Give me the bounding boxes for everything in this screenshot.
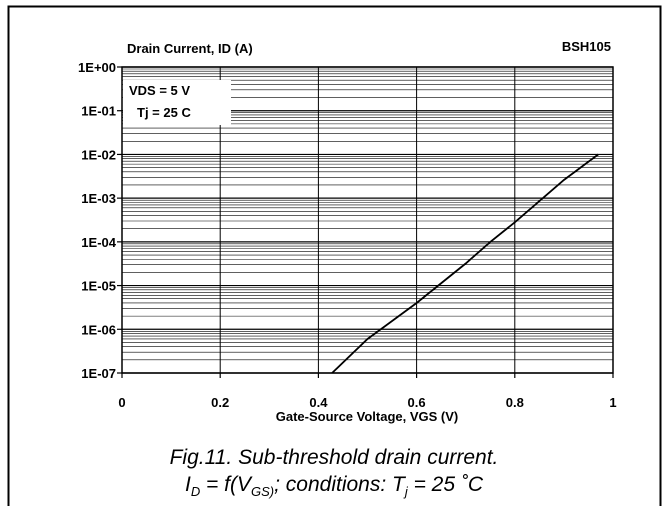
y-tick-label: 1E-06 [81,322,116,337]
y-axis-label: Drain Current, ID (A) [127,41,253,56]
x-tick-label: 0 [118,395,125,410]
caption-line-2: ID = f(VGS); conditions: Tj = 25 ˚C [185,473,484,499]
annotation-tj: Tj = 25 C [137,105,191,120]
annotation-box: VDS = 5 V Tj = 25 C [123,80,231,125]
caption-line-1: Fig.11. Sub-threshold drain current. [170,446,499,469]
x-axis-label: Gate-Source Voltage, VGS (V) [276,409,459,424]
figure-border [7,5,662,506]
caption-sub-gs: GS) [251,484,274,499]
caption-sub-j: j [403,484,409,499]
plot-area-border [121,66,614,374]
x-tick-label: 0.4 [309,395,328,410]
series-line [331,153,599,374]
series-group [331,153,599,374]
y-tick-label: 1E-03 [81,191,116,206]
y-tick-label: 1E-05 [81,279,116,294]
annotation-vds: VDS = 5 V [129,83,190,98]
plot-frame [117,66,614,378]
caption-mid: ; conditions: T [274,473,407,496]
x-tick-label: 0.6 [408,395,426,410]
y-tick-labels: 1E+00 1E-01 1E-02 1E-03 1E-04 1E-05 1E-06 1E-07 [78,60,117,381]
caption-eq: = f(V [200,473,253,496]
y-tick-label: 1E-07 [81,366,116,381]
plot-grid [121,66,614,374]
y-tick-label: 1E-01 [81,104,116,119]
caption-i: I [185,473,191,496]
chart-title: BSH105 [562,39,611,54]
x-tick-label: 1 [609,395,616,410]
x-tick-labels: 0 0.2 0.4 0.6 0.8 1 [118,395,616,410]
y-tick-label: 1E+00 [78,60,116,75]
x-tick-label: 0.8 [506,395,524,410]
y-tick-label: 1E-02 [81,147,116,162]
caption-end: = 25 ˚C [408,473,484,496]
y-tick-label: 1E-04 [81,235,116,250]
caption-sub-d: D [191,484,200,499]
x-tick-label: 0.2 [211,395,229,410]
